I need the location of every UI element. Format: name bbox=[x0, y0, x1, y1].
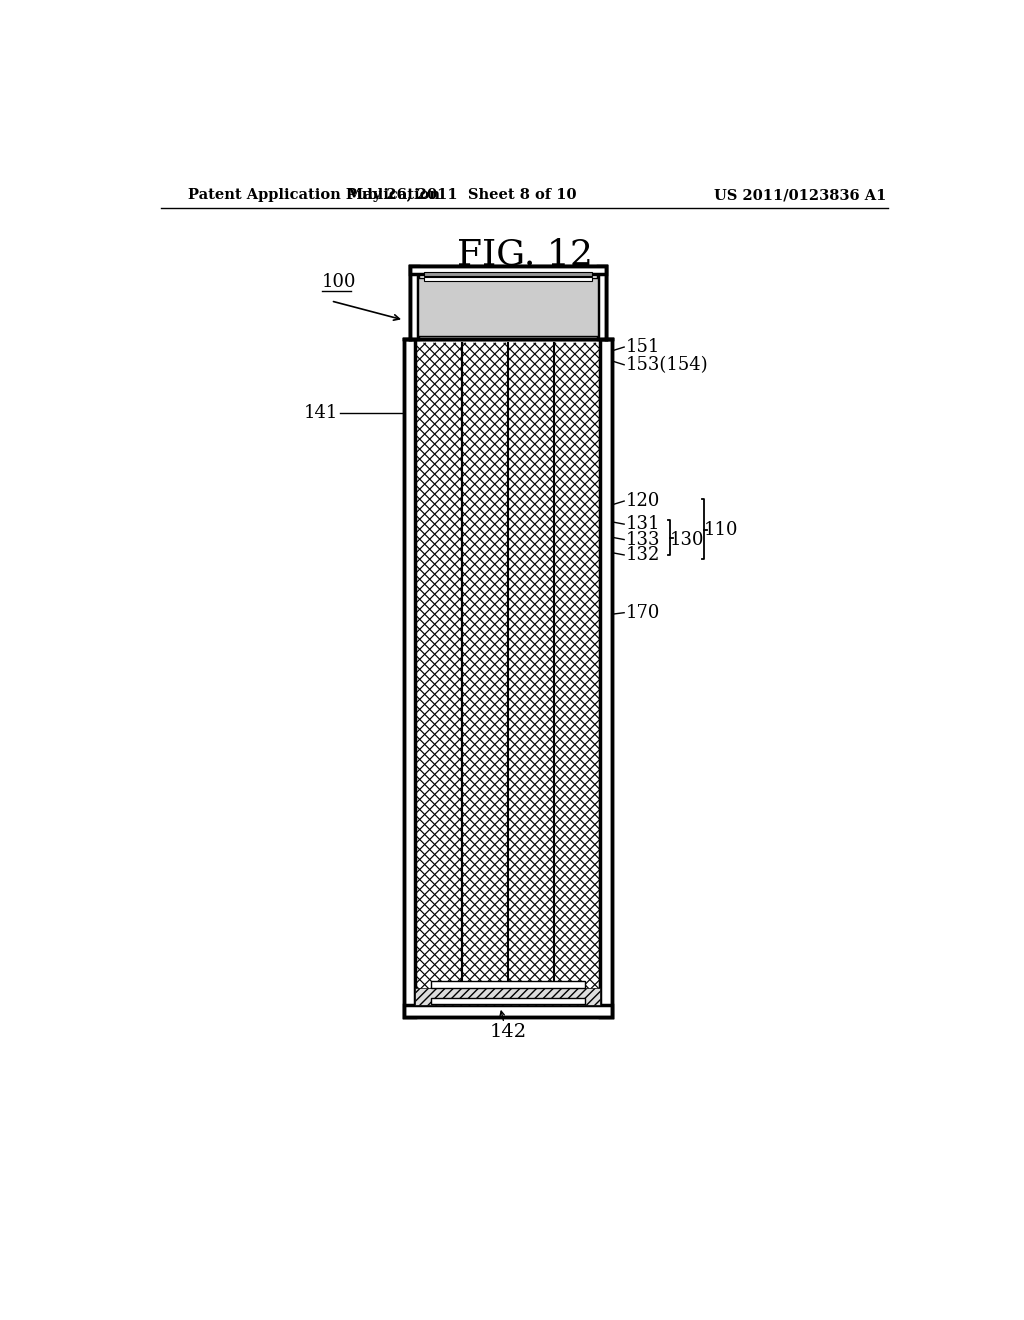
Text: May 26, 2011  Sheet 8 of 10: May 26, 2011 Sheet 8 of 10 bbox=[347, 189, 577, 202]
Bar bbox=[600, 339, 611, 1016]
Bar bbox=[410, 267, 605, 275]
Text: FIG. 12: FIG. 12 bbox=[457, 238, 593, 272]
Text: 133: 133 bbox=[626, 531, 660, 549]
Bar bbox=[424, 272, 592, 276]
Bar bbox=[418, 277, 598, 335]
Text: 153(154): 153(154) bbox=[626, 356, 709, 374]
Text: 170: 170 bbox=[626, 603, 660, 622]
Text: 132: 132 bbox=[626, 546, 660, 564]
Bar bbox=[416, 343, 600, 1006]
Bar bbox=[410, 267, 418, 339]
Text: 134(135): 134(135) bbox=[447, 304, 530, 322]
Bar bbox=[403, 339, 416, 1016]
Bar bbox=[431, 998, 585, 1003]
Text: 120: 120 bbox=[626, 492, 660, 510]
Bar bbox=[403, 1006, 611, 1016]
Text: 100: 100 bbox=[322, 273, 356, 290]
Bar bbox=[416, 989, 600, 1006]
Text: 142: 142 bbox=[489, 1023, 526, 1041]
Text: 160: 160 bbox=[414, 304, 449, 322]
Bar bbox=[410, 267, 605, 339]
Text: 141: 141 bbox=[304, 404, 339, 421]
Text: US 2011/0123836 A1: US 2011/0123836 A1 bbox=[715, 189, 887, 202]
Text: 151: 151 bbox=[626, 338, 660, 356]
Text: 131: 131 bbox=[626, 515, 660, 533]
Bar bbox=[403, 339, 611, 1016]
Bar bbox=[598, 267, 605, 339]
Text: Patent Application Publication: Patent Application Publication bbox=[188, 189, 440, 202]
Bar bbox=[431, 981, 585, 989]
Bar bbox=[410, 267, 605, 339]
Bar bbox=[424, 277, 592, 281]
Text: 130: 130 bbox=[670, 531, 705, 549]
Text: 110: 110 bbox=[705, 520, 738, 539]
